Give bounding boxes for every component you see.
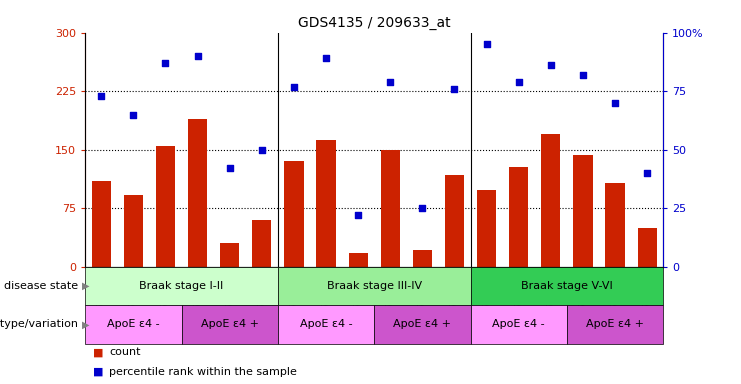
Bar: [574, 155, 593, 267]
Text: ApoE ε4 -: ApoE ε4 -: [107, 319, 160, 329]
Bar: [316, 140, 336, 267]
Point: [513, 79, 525, 85]
Bar: [471, 267, 663, 305]
Point: [192, 53, 204, 59]
Point: [96, 93, 107, 99]
Point: [641, 170, 653, 176]
Bar: [278, 267, 471, 305]
Bar: [220, 243, 239, 267]
Bar: [278, 305, 374, 344]
Bar: [374, 305, 471, 344]
Text: count: count: [109, 347, 141, 357]
Text: Braak stage V-VI: Braak stage V-VI: [521, 281, 613, 291]
Bar: [348, 253, 368, 267]
Point: [416, 205, 428, 211]
Bar: [381, 150, 400, 267]
Bar: [477, 190, 496, 267]
Bar: [124, 195, 143, 267]
Bar: [285, 161, 304, 267]
Text: percentile rank within the sample: percentile rank within the sample: [109, 367, 297, 377]
Bar: [567, 305, 663, 344]
Point: [609, 100, 621, 106]
Point: [577, 72, 589, 78]
Text: ▶: ▶: [82, 319, 89, 329]
Text: disease state: disease state: [4, 281, 82, 291]
Bar: [85, 305, 182, 344]
Point: [448, 86, 460, 92]
Text: ■: ■: [93, 367, 103, 377]
Bar: [156, 146, 175, 267]
Text: Braak stage III-IV: Braak stage III-IV: [327, 281, 422, 291]
Bar: [541, 134, 560, 267]
Title: GDS4135 / 209633_at: GDS4135 / 209633_at: [298, 16, 451, 30]
Bar: [252, 220, 271, 267]
Bar: [188, 119, 207, 267]
Text: ApoE ε4 +: ApoE ε4 +: [586, 319, 644, 329]
Bar: [605, 182, 625, 267]
Point: [127, 112, 139, 118]
Text: ApoE ε4 -: ApoE ε4 -: [492, 319, 545, 329]
Bar: [445, 175, 464, 267]
Point: [159, 60, 171, 66]
Bar: [413, 250, 432, 267]
Bar: [92, 181, 111, 267]
Point: [224, 166, 236, 172]
Bar: [182, 305, 278, 344]
Point: [545, 62, 556, 68]
Point: [320, 55, 332, 61]
Text: ■: ■: [93, 347, 103, 357]
Bar: [471, 305, 567, 344]
Text: ApoE ε4 +: ApoE ε4 +: [201, 319, 259, 329]
Bar: [637, 228, 657, 267]
Bar: [509, 167, 528, 267]
Point: [385, 79, 396, 85]
Text: ApoE ε4 +: ApoE ε4 +: [393, 319, 451, 329]
Point: [352, 212, 364, 218]
Text: genotype/variation: genotype/variation: [0, 319, 82, 329]
Text: Braak stage I-II: Braak stage I-II: [139, 281, 224, 291]
Text: ▶: ▶: [82, 281, 89, 291]
Point: [481, 41, 493, 47]
Point: [288, 83, 300, 89]
Point: [256, 147, 268, 153]
Bar: [85, 267, 278, 305]
Text: ApoE ε4 -: ApoE ε4 -: [299, 319, 353, 329]
